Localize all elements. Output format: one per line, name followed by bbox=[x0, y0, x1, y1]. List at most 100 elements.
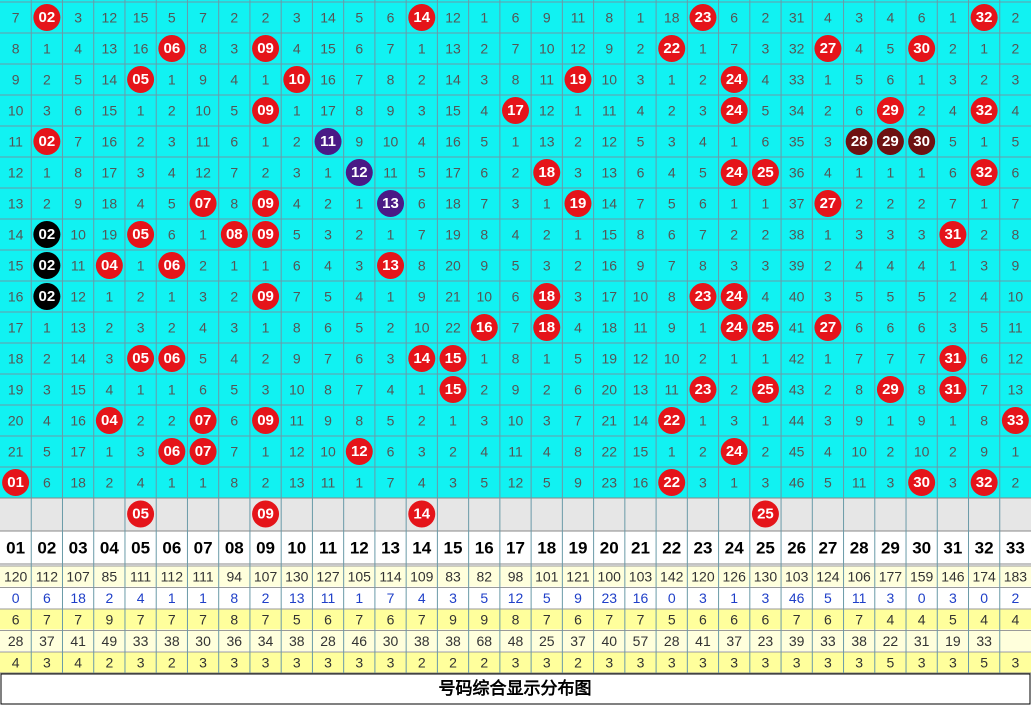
miss-count: 40 bbox=[789, 289, 805, 305]
stat-value: 105 bbox=[348, 569, 372, 585]
stat-value: 5 bbox=[887, 655, 895, 671]
column-number: 01 bbox=[6, 539, 25, 558]
ball bbox=[533, 159, 561, 186]
ball bbox=[814, 190, 842, 217]
miss-count: 12 bbox=[195, 165, 211, 181]
miss-count: 16 bbox=[8, 289, 24, 305]
miss-count: 8 bbox=[1011, 227, 1019, 243]
stat-value: 94 bbox=[227, 569, 243, 585]
stat-value: 7 bbox=[355, 612, 363, 628]
miss-count: 3 bbox=[230, 320, 238, 336]
miss-count: 7 bbox=[230, 165, 238, 181]
miss-count: 11 bbox=[321, 475, 336, 491]
miss-count: 11 bbox=[633, 320, 648, 336]
miss-count: 6 bbox=[230, 413, 238, 429]
stat-value: 0 bbox=[980, 590, 988, 606]
miss-count: 3 bbox=[293, 165, 301, 181]
stat-value: 38 bbox=[289, 633, 305, 649]
miss-count: 3 bbox=[980, 258, 988, 274]
miss-count: 17 bbox=[601, 289, 617, 305]
stat-value: 7 bbox=[418, 612, 426, 628]
ball bbox=[720, 283, 748, 310]
miss-count: 5 bbox=[43, 444, 51, 460]
miss-count: 18 bbox=[102, 196, 118, 212]
stat-value: 6 bbox=[43, 590, 51, 606]
stat-value: 36 bbox=[227, 633, 243, 649]
stat-value: 33 bbox=[976, 633, 992, 649]
miss-count: 7 bbox=[855, 351, 863, 367]
ball-number: 28 bbox=[851, 133, 868, 150]
miss-count: 1 bbox=[762, 413, 770, 429]
miss-count: 5 bbox=[824, 475, 832, 491]
stat-value: 114 bbox=[379, 569, 402, 585]
miss-count: 1 bbox=[387, 227, 395, 243]
miss-count: 9 bbox=[418, 289, 426, 305]
ball-number: 06 bbox=[163, 257, 180, 274]
stat-value: 83 bbox=[445, 569, 461, 585]
miss-count: 22 bbox=[601, 444, 617, 460]
column-number: 13 bbox=[381, 539, 400, 558]
miss-count: 21 bbox=[8, 444, 24, 460]
ball-number: 24 bbox=[726, 71, 743, 88]
stat-value: 8 bbox=[512, 612, 520, 628]
miss-count: 9 bbox=[605, 41, 613, 57]
miss-count: 7 bbox=[949, 196, 957, 212]
miss-count: 19 bbox=[8, 382, 24, 398]
miss-count: 22 bbox=[445, 320, 461, 336]
miss-count: 6 bbox=[762, 134, 770, 150]
miss-count: 3 bbox=[74, 10, 82, 26]
miss-count: 6 bbox=[355, 41, 363, 57]
miss-count: 5 bbox=[230, 382, 238, 398]
miss-count: 10 bbox=[476, 289, 492, 305]
miss-count: 3 bbox=[855, 227, 863, 243]
miss-count: 8 bbox=[418, 258, 426, 274]
miss-count: 1 bbox=[730, 475, 738, 491]
miss-count: 9 bbox=[12, 72, 20, 88]
stat-value: 7 bbox=[199, 612, 207, 628]
ball bbox=[720, 66, 748, 93]
miss-count: 3 bbox=[574, 165, 582, 181]
miss-count: 2 bbox=[637, 41, 645, 57]
miss-count: 14 bbox=[601, 196, 617, 212]
stat-value: 37 bbox=[570, 633, 586, 649]
miss-count: 2 bbox=[262, 165, 270, 181]
column-number: 31 bbox=[943, 539, 962, 558]
miss-count: 5 bbox=[762, 103, 770, 119]
miss-count: 1 bbox=[105, 289, 113, 305]
ball-number: 02 bbox=[39, 257, 56, 274]
ball-number: 31 bbox=[945, 350, 962, 367]
column-number: 26 bbox=[787, 539, 806, 558]
ball-number: 25 bbox=[757, 319, 774, 336]
miss-count: 4 bbox=[230, 351, 238, 367]
stat-value: 109 bbox=[410, 569, 434, 585]
miss-count: 2 bbox=[355, 227, 363, 243]
miss-count: 6 bbox=[918, 10, 926, 26]
miss-count: 3 bbox=[824, 134, 832, 150]
ball bbox=[751, 159, 779, 186]
miss-count: 8 bbox=[324, 382, 332, 398]
ball-number: 13 bbox=[382, 195, 399, 212]
miss-count: 6 bbox=[324, 320, 332, 336]
miss-count: 4 bbox=[980, 289, 988, 305]
miss-count: 19 bbox=[102, 227, 118, 243]
miss-count: 12 bbox=[508, 475, 524, 491]
miss-count: 8 bbox=[12, 41, 20, 57]
ball-number: 14 bbox=[413, 506, 430, 523]
ball bbox=[158, 438, 186, 465]
miss-count: 3 bbox=[293, 10, 301, 26]
miss-count: 12 bbox=[633, 351, 649, 367]
miss-count: 9 bbox=[512, 382, 520, 398]
stat-value: 142 bbox=[660, 569, 684, 585]
stat-value: 126 bbox=[723, 569, 747, 585]
miss-count: 2 bbox=[480, 382, 488, 398]
column-number: 18 bbox=[537, 539, 556, 558]
miss-count: 8 bbox=[918, 382, 926, 398]
ball bbox=[95, 252, 123, 279]
miss-count: 5 bbox=[168, 10, 176, 26]
miss-count: 5 bbox=[543, 475, 551, 491]
miss-count: 3 bbox=[543, 258, 551, 274]
stat-value: 3 bbox=[949, 655, 957, 671]
stat-value: 2 bbox=[168, 655, 176, 671]
stat-value: 37 bbox=[39, 633, 55, 649]
miss-count: 4 bbox=[824, 10, 832, 26]
